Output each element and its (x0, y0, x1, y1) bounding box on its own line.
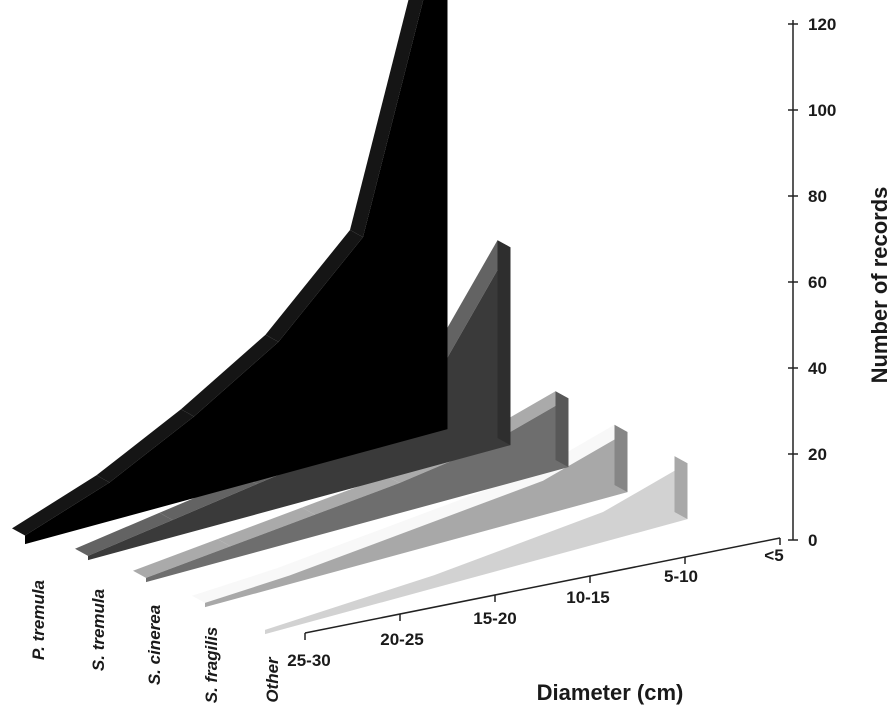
series-end-cap (497, 240, 511, 446)
series-label: S. fragilis (202, 627, 221, 704)
y-axis: 0 20 40 60 80 100 120 (788, 15, 836, 550)
series-top-face (252, 595, 350, 630)
x-axis-line (304, 537, 781, 634)
series-area (205, 431, 628, 608)
y-tick-label: 100 (808, 101, 836, 120)
series-top-face (181, 334, 279, 417)
series-end-cap (434, 0, 448, 430)
series-top-face (590, 456, 688, 513)
x-axis: 25-30 20-25 15-20 10-15 5-10 <5 (287, 537, 784, 670)
series-top-face (75, 512, 173, 556)
y-tick-label: 20 (808, 445, 827, 464)
series-end-cap (674, 456, 688, 520)
series-top-face (445, 473, 543, 513)
y-tick-label: 0 (808, 531, 817, 550)
series-0 (12, 0, 448, 545)
y-axis-title: Number of records (867, 187, 892, 384)
series-4 (252, 456, 688, 635)
series-top-face (361, 505, 459, 544)
series-top-face (302, 475, 400, 515)
series-top-face (192, 568, 290, 603)
series-top-face (133, 539, 231, 578)
series-end-cap (555, 391, 569, 468)
series-label: P. tremula (29, 580, 48, 660)
x-tick-label: 10-15 (566, 588, 609, 607)
y-tick-label: 40 (808, 359, 827, 378)
series-end-cap (614, 424, 628, 493)
series-labels: P. tremula S. tremula S. cinerea S. fragili… (29, 580, 282, 703)
series-top-face (265, 230, 363, 342)
series-top-face (217, 507, 315, 547)
series-label: Other (263, 656, 282, 703)
series-top-face (505, 504, 603, 544)
y-tick-label: 60 (808, 273, 827, 292)
x-tick-label: 5-10 (664, 567, 698, 586)
x-tick-label: 25-30 (287, 651, 330, 670)
series-top-face (350, 0, 424, 238)
x-tick-label: 20-25 (380, 630, 423, 649)
x-axis-title: Diameter (cm) (537, 680, 684, 705)
series-top-face (276, 536, 374, 576)
series-area (265, 463, 688, 635)
series-area (25, 0, 448, 545)
series-areas (12, 0, 688, 635)
x-tick-label: <5 (764, 546, 783, 565)
series-top-face (421, 536, 519, 576)
series-label: S. tremula (89, 589, 108, 671)
series-area (146, 398, 569, 583)
y-tick-label: 120 (808, 15, 836, 34)
series-top-face (96, 409, 194, 483)
series-top-face (159, 476, 257, 520)
x-tick-label: 15-20 (473, 609, 516, 628)
series-top-face (12, 475, 110, 536)
y-tick-label: 80 (808, 187, 827, 206)
series-label: S. cinerea (145, 605, 164, 685)
series-top-face (336, 568, 434, 603)
